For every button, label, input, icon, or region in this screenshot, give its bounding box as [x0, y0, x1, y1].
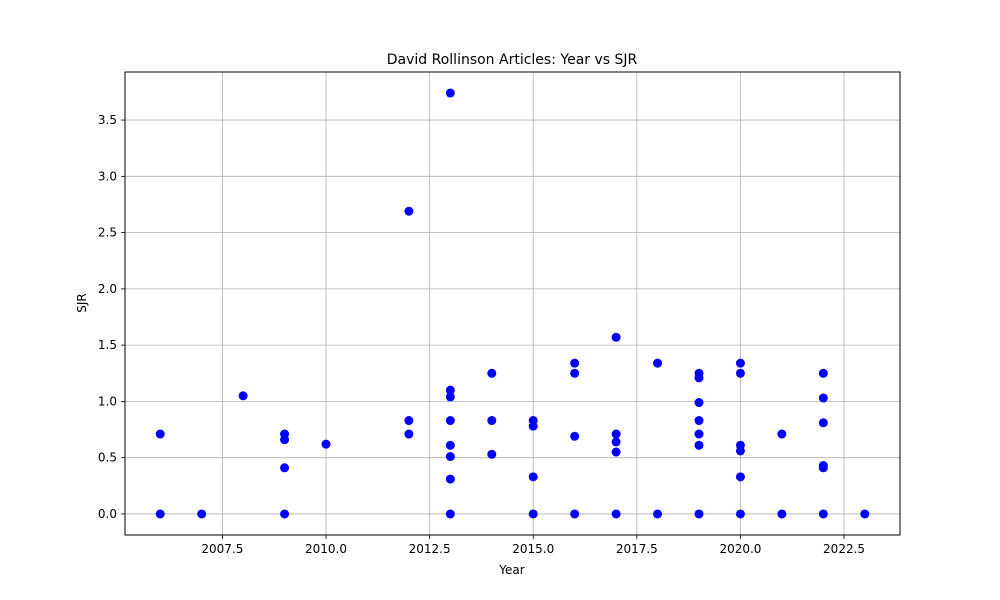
data-point [280, 435, 290, 445]
plot-frame [124, 71, 901, 536]
data-point [528, 421, 538, 431]
data-point [694, 429, 704, 439]
data-point [735, 446, 745, 456]
x-axis-ticks: 2007.5 2010.0 2012.5 2015.0 2017.5 2020.0 2022… [201, 535, 865, 556]
data-point [570, 431, 580, 441]
data-point [735, 472, 745, 482]
data-point [735, 509, 745, 519]
data-point [611, 509, 621, 519]
data-point [818, 418, 828, 428]
y-tick-label: 2.5 [98, 226, 117, 240]
data-point [818, 463, 828, 473]
data-point [777, 429, 787, 439]
x-tick-label: 2020.0 [719, 542, 761, 556]
y-tick-label: 3.0 [98, 169, 117, 183]
data-point [735, 368, 745, 378]
data-point [735, 358, 745, 368]
data-point [694, 416, 704, 426]
data-point [197, 509, 207, 519]
data-point [445, 474, 455, 484]
x-tick-label: 2012.5 [409, 542, 451, 556]
data-point [321, 439, 331, 449]
data-point [611, 437, 621, 447]
y-tick-label: 1.5 [98, 338, 117, 352]
y-axis-ticks: 0.0 0.5 1.0 1.5 2.0 2.5 3.0 3.5 [98, 113, 125, 521]
data-point [404, 206, 414, 216]
data-point [653, 358, 663, 368]
data-point [528, 509, 538, 519]
data-point [860, 509, 870, 519]
data-point [694, 509, 704, 519]
data-point [404, 416, 414, 426]
y-tick-label: 0.5 [98, 451, 117, 465]
data-point [694, 373, 704, 383]
x-tick-label: 2017.5 [616, 542, 658, 556]
y-tick-label: 0.0 [98, 507, 117, 521]
data-point [694, 440, 704, 450]
x-axis-label: Year [498, 563, 524, 577]
data-point [611, 429, 621, 439]
x-tick-label: 2007.5 [201, 542, 243, 556]
data-point [404, 429, 414, 439]
data-point [280, 463, 290, 473]
data-point [445, 88, 455, 98]
data-point [818, 393, 828, 403]
data-point [238, 391, 248, 401]
x-tick-label: 2010.0 [305, 542, 347, 556]
data-point [777, 509, 787, 519]
data-point [611, 332, 621, 342]
data-point [570, 509, 580, 519]
x-tick-label: 2022.5 [823, 542, 865, 556]
y-tick-label: 2.0 [98, 282, 117, 296]
data-point [445, 440, 455, 450]
data-point [445, 452, 455, 462]
data-point [445, 509, 455, 519]
data-point [280, 509, 290, 519]
data-point [818, 509, 828, 519]
data-point [653, 509, 663, 519]
data-point [694, 398, 704, 408]
data-point [445, 416, 455, 426]
y-axis-label: SJR [75, 293, 89, 313]
data-point [445, 385, 455, 395]
data-points [155, 88, 870, 519]
data-point [155, 509, 165, 519]
y-tick-label: 3.5 [98, 113, 117, 127]
grid [125, 72, 900, 535]
data-point [487, 449, 497, 459]
data-point [155, 429, 165, 439]
data-point [445, 392, 455, 402]
data-point [818, 368, 828, 378]
data-point [611, 447, 621, 457]
data-point [570, 368, 580, 378]
data-point [528, 472, 538, 482]
data-point [487, 416, 497, 426]
y-tick-label: 1.0 [98, 394, 117, 408]
data-point [570, 358, 580, 368]
data-point [487, 368, 497, 378]
chart-title: David Rollinson Articles: Year vs SJR [387, 52, 638, 68]
x-tick-label: 2015.0 [512, 542, 554, 556]
